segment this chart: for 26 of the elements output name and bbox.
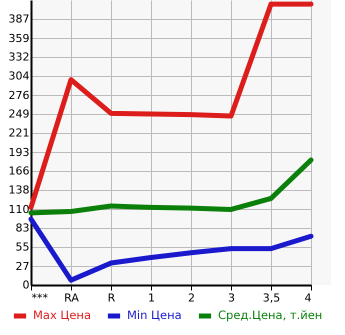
y-tick-label: 83 [16, 222, 30, 234]
y-tick-label: 276 [8, 88, 30, 102]
y-tick-label: 221 [8, 126, 30, 140]
y-tick-label: 55 [16, 240, 30, 254]
y-tick-label: 359 [8, 32, 30, 45]
y-tick-label: 110 [8, 202, 30, 216]
y-tick-label: 387 [8, 12, 30, 26]
y-tick-label: 0 [22, 278, 30, 292]
legend-label: Min Цена [127, 308, 182, 322]
x-tick-label: *** [32, 292, 48, 304]
x-tick-label: 3,5 [262, 292, 280, 304]
y-tick-label: 332 [8, 50, 30, 64]
y-tick-label: 193 [8, 146, 30, 159]
y-tick-label: 249 [8, 108, 30, 120]
y-tick-label: 138 [8, 184, 30, 197]
x-tick-label: 1 [148, 292, 155, 304]
x-tick-label: R [108, 292, 116, 304]
y-tick-label: 304 [8, 70, 30, 83]
x-tick-label: 4 [304, 292, 312, 304]
x-tick-label: 3 [228, 292, 235, 304]
y-tick-label: 166 [8, 164, 30, 178]
legend-label: Сред.Цена, т.йен [218, 308, 322, 322]
legend-label: Max Цена [33, 308, 91, 322]
x-tick-label: 2 [188, 292, 195, 304]
y-tick-label: 27 [16, 260, 30, 273]
x-tick-label: RA [64, 292, 80, 304]
